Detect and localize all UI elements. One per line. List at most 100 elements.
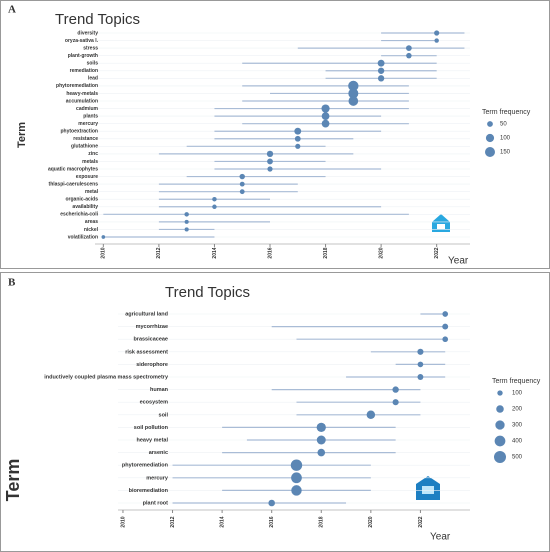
y-tick-label: mycorrhizae bbox=[136, 324, 168, 330]
x-tick-label: 2012 bbox=[156, 247, 162, 258]
x-tick-label: 2010 bbox=[101, 247, 107, 258]
y-tick-label: risk assessment bbox=[125, 349, 168, 355]
legend-dot bbox=[495, 420, 505, 430]
dot bbox=[317, 448, 326, 457]
legend-dot bbox=[485, 133, 495, 143]
legend-dot bbox=[496, 405, 504, 413]
dot bbox=[321, 104, 330, 113]
x-axis-label: Year bbox=[448, 256, 469, 267]
dot bbox=[442, 323, 449, 330]
y-tick-label: stress bbox=[83, 45, 98, 51]
logo bbox=[416, 476, 440, 500]
legend-label: 300 bbox=[512, 423, 523, 429]
y-tick-label: brassicaceae bbox=[133, 337, 168, 343]
dot bbox=[417, 348, 424, 355]
dot bbox=[348, 96, 359, 106]
dot bbox=[239, 189, 245, 195]
x-tick-label: 2020 bbox=[368, 516, 374, 527]
y-tick-label: plant root bbox=[143, 500, 169, 506]
legend-label: 100 bbox=[500, 136, 511, 142]
y-axis-label: Term bbox=[3, 459, 23, 502]
dot bbox=[316, 422, 326, 433]
logo bbox=[432, 214, 450, 232]
legend-dot bbox=[494, 451, 506, 463]
panel-label: A bbox=[8, 4, 16, 16]
dot bbox=[406, 45, 412, 51]
y-tick-label: heavy metal bbox=[137, 437, 169, 443]
chart-title: Trend Topics bbox=[165, 284, 250, 301]
legend-label: 150 bbox=[500, 150, 511, 156]
dot bbox=[291, 472, 302, 484]
dot bbox=[268, 499, 275, 507]
dot bbox=[417, 361, 424, 368]
y-tick-label: inductively coupled plasma mass spectrom… bbox=[44, 374, 169, 380]
y-tick-label: agricultural land bbox=[125, 311, 168, 317]
legend-title: Term frequency bbox=[492, 378, 541, 385]
dot bbox=[348, 88, 359, 99]
y-tick-label: heavy-metals bbox=[66, 91, 98, 97]
y-tick-label: cadmium bbox=[76, 106, 99, 112]
x-tick-label: 2016 bbox=[267, 247, 273, 258]
y-tick-label: soil pollution bbox=[134, 425, 169, 431]
legend-label: 400 bbox=[512, 439, 523, 445]
y-tick-label: nickel bbox=[84, 227, 99, 233]
dot bbox=[442, 336, 449, 343]
dot bbox=[291, 485, 302, 496]
y-tick-label: zinc bbox=[88, 151, 98, 157]
y-tick-label: plant-growth bbox=[68, 53, 98, 59]
y-tick-label: remediation bbox=[70, 68, 98, 74]
dot bbox=[184, 227, 189, 232]
x-tick-label: 2016 bbox=[269, 516, 275, 527]
y-tick-label: phytoremediation bbox=[122, 463, 169, 469]
legend-label: 500 bbox=[512, 455, 523, 461]
x-tick-label: 2014 bbox=[219, 516, 225, 527]
dot bbox=[434, 38, 439, 43]
y-tick-label: mercury bbox=[146, 475, 169, 481]
legend-dot bbox=[497, 390, 503, 396]
x-tick-label: 2018 bbox=[323, 247, 329, 258]
dot bbox=[266, 150, 274, 158]
y-tick-label: thlaspi-caerulescens bbox=[49, 181, 99, 187]
y-tick-label: human bbox=[150, 387, 169, 393]
y-tick-label: glutathione bbox=[71, 144, 98, 150]
y-tick-label: oryza-sativa l. bbox=[65, 38, 99, 44]
dot bbox=[239, 181, 245, 187]
x-tick-label: 2018 bbox=[319, 516, 325, 527]
x-tick-label: 2022 bbox=[418, 516, 424, 527]
dot bbox=[316, 435, 326, 445]
dot bbox=[377, 75, 385, 82]
y-axis-label: Term bbox=[16, 122, 28, 148]
x-tick-label: 2010 bbox=[120, 516, 126, 527]
y-tick-label: siderophore bbox=[136, 362, 168, 368]
dot bbox=[417, 374, 424, 380]
y-tick-label: escherichia-coli bbox=[60, 212, 98, 218]
x-axis-label: Year bbox=[430, 532, 451, 543]
dot bbox=[295, 143, 301, 149]
panel-label: B bbox=[8, 277, 16, 289]
y-tick-label: soils bbox=[87, 61, 99, 67]
y-tick-label: metals bbox=[82, 159, 98, 165]
chart-title: Trend Topics bbox=[55, 11, 140, 28]
dot bbox=[212, 204, 217, 210]
dot bbox=[406, 52, 412, 59]
y-tick-label: bioremediation bbox=[129, 488, 169, 494]
y-tick-label: plants bbox=[83, 113, 98, 119]
legend-label: 200 bbox=[512, 407, 523, 413]
y-tick-label: accumulation bbox=[66, 98, 98, 104]
dot bbox=[434, 30, 440, 36]
y-tick-label: phytoextraction bbox=[60, 129, 98, 135]
dot bbox=[267, 166, 273, 172]
dot bbox=[239, 173, 245, 180]
dot bbox=[377, 67, 385, 74]
y-tick-label: aquatic macrophytes bbox=[48, 166, 98, 172]
y-tick-label: mercury bbox=[78, 121, 98, 127]
x-tick-label: 2022 bbox=[434, 247, 440, 258]
dot bbox=[290, 459, 303, 471]
dot bbox=[294, 135, 301, 142]
x-tick-label: 2020 bbox=[378, 247, 384, 258]
legend-dot bbox=[485, 147, 495, 157]
legend-dot bbox=[494, 435, 506, 447]
y-tick-label: exposure bbox=[76, 174, 98, 180]
dot bbox=[442, 311, 449, 317]
